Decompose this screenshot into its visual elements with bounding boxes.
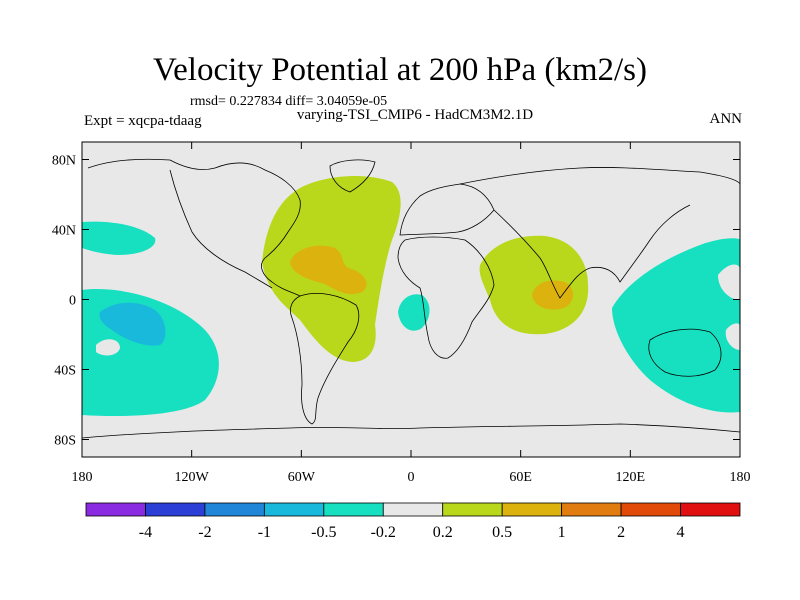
colorbar-label: -0.2 [371,524,396,541]
coast-europe [399,183,495,236]
contour-mid-indian-ocean [532,280,574,310]
colorbar-label: 1 [558,524,566,541]
colorbar-swatch [442,502,503,517]
lat-tick-label: 40N [52,224,76,239]
coast-us-west [169,169,273,289]
colorbar-swatch [501,502,563,517]
colorbar-swatch [620,502,681,517]
colorbar: -4 -2 -1 -0.5 -0.2 0.2 0.5 1 2 4 [85,502,741,541]
experiment-label: Expt = xqcpa-tdaag [84,113,202,129]
coast-greenland [329,159,376,193]
contour-hole-australia [725,323,740,350]
lon-tick-label: 120W [175,470,210,485]
lon-tick-label: 180 [730,470,751,485]
colorbar-label: 0.2 [433,524,453,541]
map-axes: 80N 40N 0 40S 80S 180 120W 60W 0 60E 120E 180 [52,142,751,485]
colorbar-swatch [263,502,325,517]
lat-tick-label: 40S [54,364,76,379]
contour-negative-south-atlantic [398,294,430,331]
lat-tick-label: 80S [54,434,76,449]
colorbar-swatch [145,502,206,517]
colorbar-swatch [204,502,265,517]
colorbar-swatch [561,502,622,517]
season-label: ANN [709,111,743,127]
coastlines [82,158,740,439]
contour-positive-indian-ocean [479,235,589,335]
coast-north-america [87,158,301,297]
colorbar-label: 2 [617,524,625,541]
map-subtitle: varying-TSI_CMIP6 - HadCM3M2.1D [296,107,534,123]
colorbar-label: 0.5 [492,524,512,541]
colorbar-swatch [85,502,146,517]
coast-antarctica [82,423,740,439]
lat-tick-label: 0 [69,294,76,309]
map-title: Velocity Potential at 200 hPa (km2/s) [152,52,648,88]
lon-tick-label: 120E [616,470,646,485]
lon-tick-label: 180 [72,470,93,485]
lon-tick-label: 60W [288,470,316,485]
contour-mid-caribbean [290,245,367,295]
colorbar-swatch [382,502,444,517]
colorbar-label: -2 [198,524,211,541]
lat-tick-label: 80N [52,154,76,169]
coast-australia [648,328,722,377]
colorbar-label: 4 [677,524,685,541]
contour-hole-east-pacific [96,339,120,356]
contour-negative-west-pacific [612,238,740,413]
colorbar-label: -1 [258,524,271,541]
contour-hole-west-pacific [718,264,740,300]
contour-negative-north-pacific [82,221,156,255]
colorbar-label: -0.5 [311,524,336,541]
colorbar-swatch [680,502,741,517]
lon-tick-label: 60E [509,470,532,485]
coast-asia [459,167,740,299]
colorbar-label: -4 [139,524,152,541]
coast-africa [397,236,495,359]
contour-negative-mid-pacific [99,302,166,346]
lon-tick-label: 0 [408,470,415,485]
colorbar-swatch [323,502,384,517]
stats-line: rmsd= 0.227834 diff= 3.04059e-05 [190,94,388,109]
contour-fields [82,158,740,439]
coast-south-america [290,293,360,425]
